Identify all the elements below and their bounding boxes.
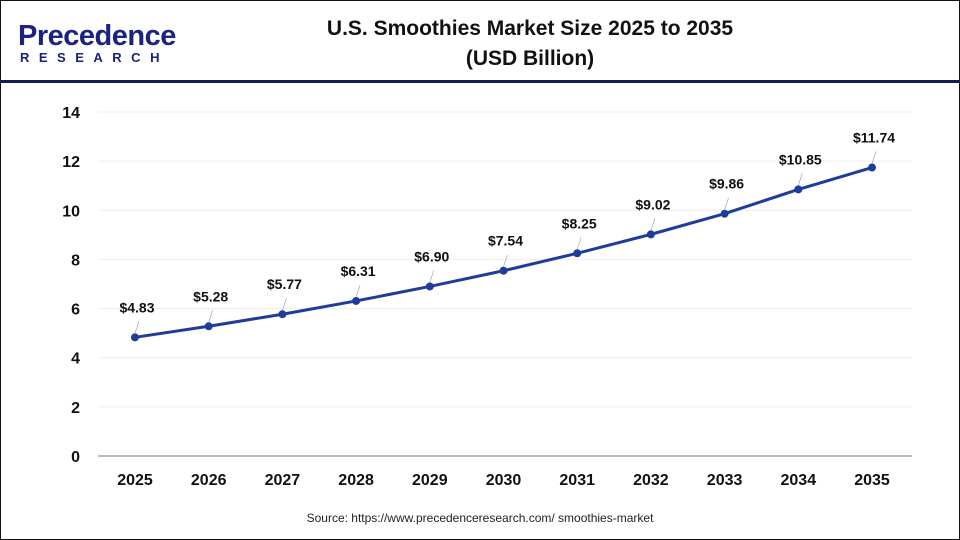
x-tick-label: 2029 <box>412 472 448 489</box>
x-tick-label: 2030 <box>486 472 522 489</box>
y-tick-label: 0 <box>71 449 80 466</box>
y-tick-label: 4 <box>71 351 80 368</box>
data-point <box>720 209 729 218</box>
data-label: $10.85 <box>779 151 822 167</box>
series-line <box>134 166 873 339</box>
y-tick-label: 2 <box>71 400 80 417</box>
label-leader <box>650 218 656 231</box>
data-point <box>352 296 361 305</box>
data-point <box>131 333 139 342</box>
logo-line1: Precedence <box>18 20 176 52</box>
x-tick-label: 2034 <box>781 472 817 489</box>
label-leader <box>429 270 435 283</box>
label-leader <box>355 284 361 298</box>
title-line1: U.S. Smoothies Market Size 2025 to 2035 <box>326 17 734 40</box>
source-note: Source: https://www.precedenceresearch.c… <box>306 511 654 525</box>
y-tick-label: 10 <box>62 203 80 220</box>
label-leader <box>576 237 582 250</box>
label-leader <box>871 151 877 164</box>
data-point <box>573 249 582 258</box>
label-leader <box>798 173 803 186</box>
data-label: $6.31 <box>341 263 376 279</box>
data-point <box>868 163 876 172</box>
y-tick-label: 12 <box>62 154 80 171</box>
y-tick-label: 14 <box>62 105 80 122</box>
x-tick-label: 2025 <box>117 472 153 489</box>
x-tick-label: 2035 <box>854 472 890 489</box>
data-label: $6.90 <box>414 248 449 264</box>
data-label: $5.77 <box>267 276 302 292</box>
title-line2: (USD Billion) <box>465 47 595 70</box>
data-point <box>794 185 803 194</box>
header-rule <box>0 80 960 83</box>
label-leader <box>208 310 213 323</box>
y-tick-label: 8 <box>71 252 80 269</box>
data-label: $9.86 <box>709 176 744 192</box>
data-label: $9.02 <box>635 196 670 212</box>
data-point <box>204 322 213 331</box>
y-tick-label: 6 <box>71 302 80 319</box>
data-point <box>499 266 508 275</box>
precedence-research-logo: Precedence RESEARCH <box>18 20 176 66</box>
x-tick-label: 2028 <box>338 472 374 489</box>
label-leader <box>724 197 729 210</box>
x-tick-label: 2027 <box>265 472 301 489</box>
x-tick-label: 2033 <box>707 472 743 489</box>
data-label: $4.83 <box>119 299 154 315</box>
data-point <box>425 282 434 291</box>
data-point <box>278 310 287 319</box>
x-tick-label: 2032 <box>633 472 669 489</box>
x-tick-label: 2026 <box>191 472 227 489</box>
logo-line2: RESEARCH <box>20 50 169 65</box>
label-leader <box>503 254 508 267</box>
label-leader <box>282 298 287 311</box>
chart-title: U.S. Smoothies Market Size 2025 to 2035 … <box>250 14 810 74</box>
data-label: $7.54 <box>488 233 523 249</box>
x-tick-label: 2031 <box>559 472 595 489</box>
data-label: $8.25 <box>562 215 597 231</box>
data-label: $11.74 <box>853 130 895 146</box>
data-point <box>646 230 655 239</box>
data-label: $5.28 <box>193 288 228 304</box>
label-leader <box>134 321 140 334</box>
